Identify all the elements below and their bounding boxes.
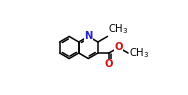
Text: O: O [105, 59, 113, 69]
Text: CH$_3$: CH$_3$ [129, 46, 149, 60]
Text: O: O [114, 42, 123, 53]
Text: N: N [84, 31, 92, 41]
Text: CH$_3$: CH$_3$ [108, 22, 128, 36]
